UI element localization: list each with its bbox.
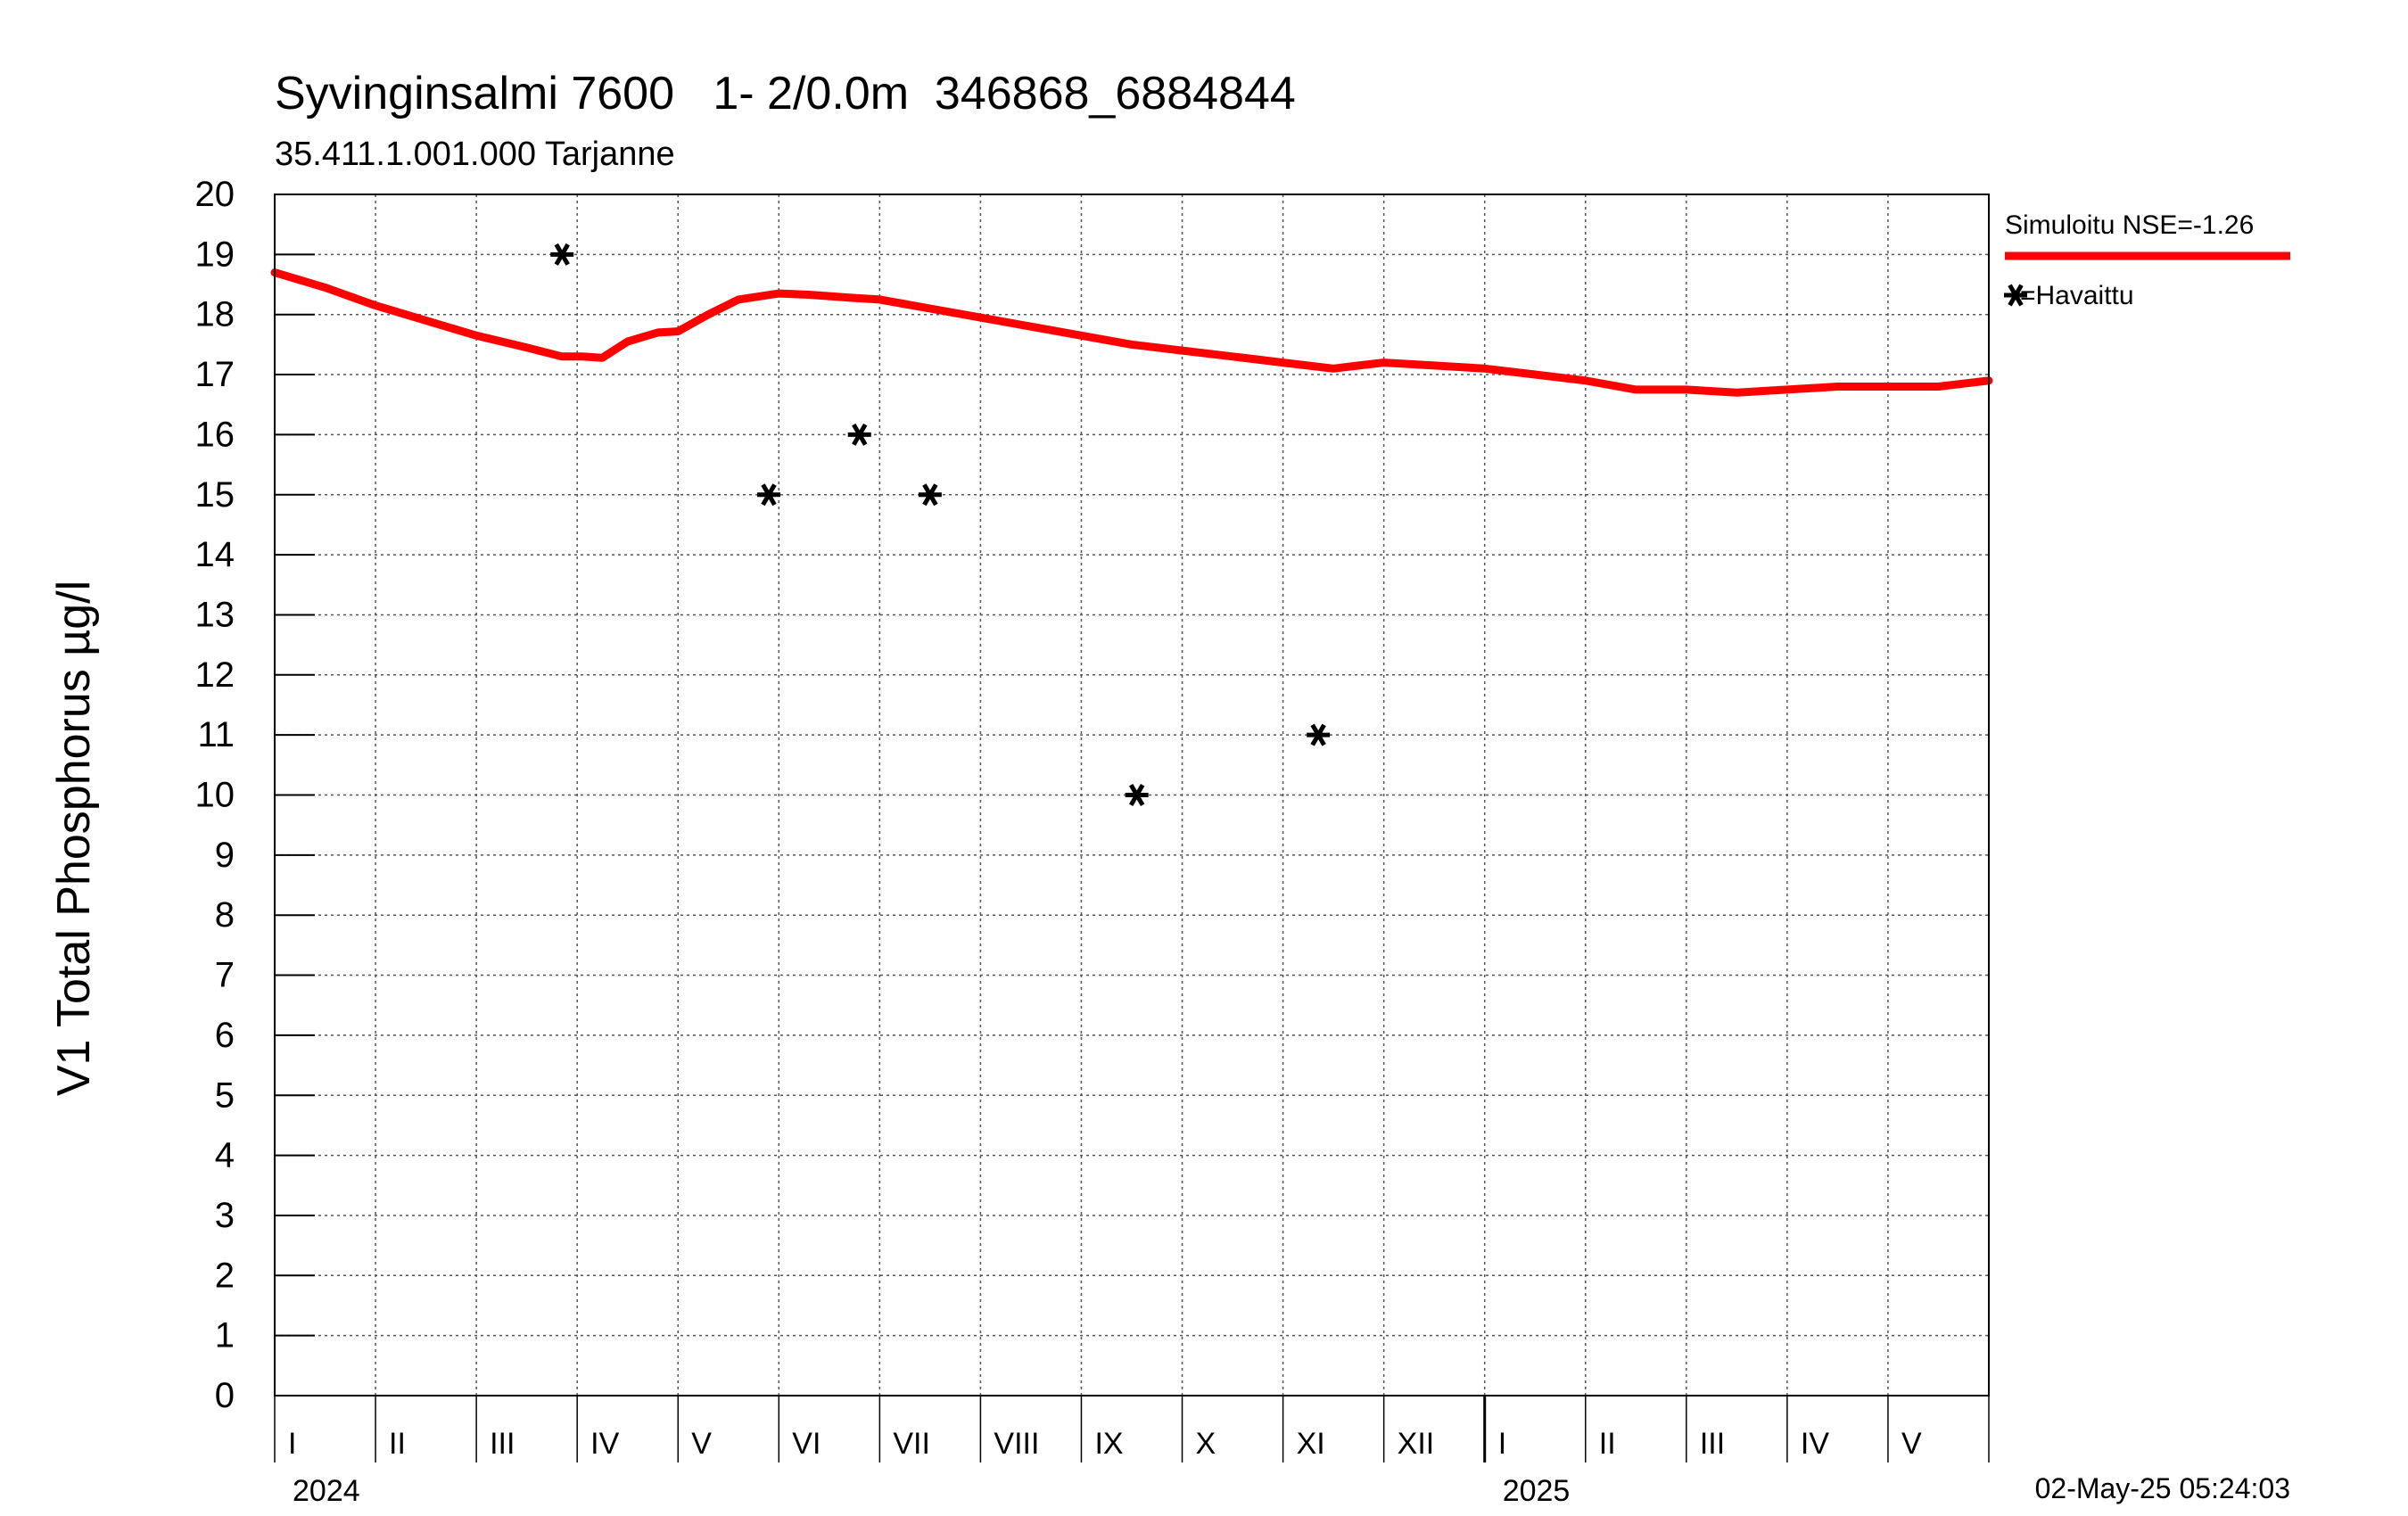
simulated-line	[270, 268, 1993, 397]
x-month-label: II	[1599, 1427, 1616, 1461]
y-tick-label: 11	[197, 715, 235, 754]
y-tick-label: 12	[195, 655, 235, 695]
x-month-label: XI	[1297, 1427, 1325, 1461]
y-tick-label: 20	[195, 175, 235, 214]
y-tick-label: 16	[195, 415, 235, 454]
x-month-label: III	[490, 1427, 515, 1461]
x-month-label: XII	[1398, 1427, 1435, 1461]
timestamp: 02-May-25 05:24:03	[2035, 1472, 2290, 1504]
plot-frame	[274, 194, 1990, 1397]
x-month-label: I	[1498, 1427, 1506, 1461]
x-month-label: IV	[1801, 1427, 1829, 1461]
observed-point	[756, 483, 780, 507]
y-tick-label: 7	[215, 956, 235, 995]
observed-point	[1307, 723, 1331, 746]
y-tick-label: 10	[195, 776, 235, 815]
y-axis-label: V1 Total Phosphorus µg/l	[48, 581, 100, 1096]
y-tick-label: 14	[195, 535, 235, 574]
x-month-label: VII	[893, 1427, 930, 1461]
x-month-label: VIII	[994, 1427, 1039, 1461]
x-month-label: V	[1901, 1427, 1922, 1461]
legend-observed-marker	[2004, 284, 2027, 307]
legend-observed-label: =Havaittu	[2020, 281, 2134, 310]
series-layer	[270, 243, 1993, 807]
legend: Simuloitu NSE=-1.26 =Havaittu	[2004, 210, 2290, 310]
observed-point	[918, 483, 942, 507]
y-tick-label: 6	[215, 1016, 235, 1055]
y-tick-label: 18	[195, 295, 235, 334]
y-tick-label: 4	[215, 1136, 235, 1175]
chart-subtitle: 35.411.1.001.000 Tarjanne	[275, 136, 675, 173]
y-tick-label: 15	[195, 475, 235, 515]
y-tick-label: 19	[195, 235, 235, 274]
observed-point	[1125, 783, 1149, 807]
x-month-label: IX	[1094, 1427, 1123, 1461]
x-month-label: II	[389, 1427, 406, 1461]
x-month-label: III	[1700, 1427, 1725, 1461]
observed-point	[847, 423, 871, 446]
x-month-label: IV	[590, 1427, 619, 1461]
grid	[275, 194, 1989, 1396]
y-tick-label: 3	[215, 1196, 235, 1235]
observed-point	[550, 243, 574, 266]
y-tick-label: 5	[215, 1075, 235, 1115]
y-tick-label: 17	[195, 355, 235, 394]
legend-asterisk-icon	[2004, 284, 2027, 307]
y-tick-label: 9	[215, 836, 235, 875]
x-month-label: I	[288, 1427, 296, 1461]
legend-simulated-label: Simuloitu NSE=-1.26	[2005, 210, 2254, 240]
y-tick-label: 13	[195, 595, 235, 634]
x-month-label: V	[691, 1427, 712, 1461]
x-year-label: 2024	[293, 1474, 360, 1508]
y-tick-label: 1	[215, 1316, 235, 1355]
x-month-label: X	[1196, 1427, 1216, 1461]
chart-title: Syvinginsalmi 7600 1- 2/0.0m 346868_6884…	[275, 68, 1296, 119]
y-tick-label: 8	[215, 895, 235, 935]
x-month-label: VI	[792, 1427, 821, 1461]
y-tick-label: 2	[215, 1256, 235, 1295]
y-tick-label: 0	[215, 1376, 235, 1415]
x-year-label: 2025	[1503, 1474, 1571, 1508]
